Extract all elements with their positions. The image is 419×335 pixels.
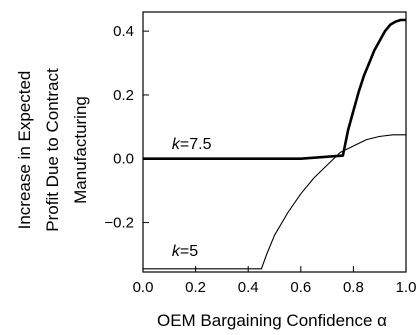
plot-area: 0.0 0.2 0.4 0.6 0.8 1.0 −0.2 0.0 0.2 0.4 k=7.5 k=5	[104, 11, 417, 296]
series-annotation: k=7.5	[172, 136, 212, 153]
y-tick-label: 0.4	[113, 23, 134, 40]
x-tick-label: 0.0	[133, 279, 154, 296]
plot-frame	[142, 11, 407, 273]
x-tick-label: 0.8	[343, 279, 364, 296]
series-line-1	[143, 134, 406, 270]
series-annotation: k=5	[172, 243, 198, 260]
x-tick-label: 1.0	[396, 279, 417, 296]
x-axis-title: OEM Bargaining Confidence α	[157, 311, 387, 330]
y-axis-title-line: Increase in Expected	[15, 71, 34, 230]
y-axis-title-line: Manufacturing	[71, 96, 90, 204]
y-axis-title: Increase in Expected Profit Due to Contra…	[15, 68, 90, 232]
series-line-0	[143, 18, 406, 160]
y-axis-title-line: Profit Due to Contract	[43, 68, 62, 232]
y-tick-label: −0.2	[104, 215, 134, 232]
y-tick-label: 0.0	[113, 151, 134, 168]
x-tick-label: 0.2	[185, 279, 206, 296]
x-tick-label: 0.4	[238, 279, 259, 296]
x-tick-label: 0.6	[290, 279, 311, 296]
y-tick-label: 0.2	[113, 87, 134, 104]
